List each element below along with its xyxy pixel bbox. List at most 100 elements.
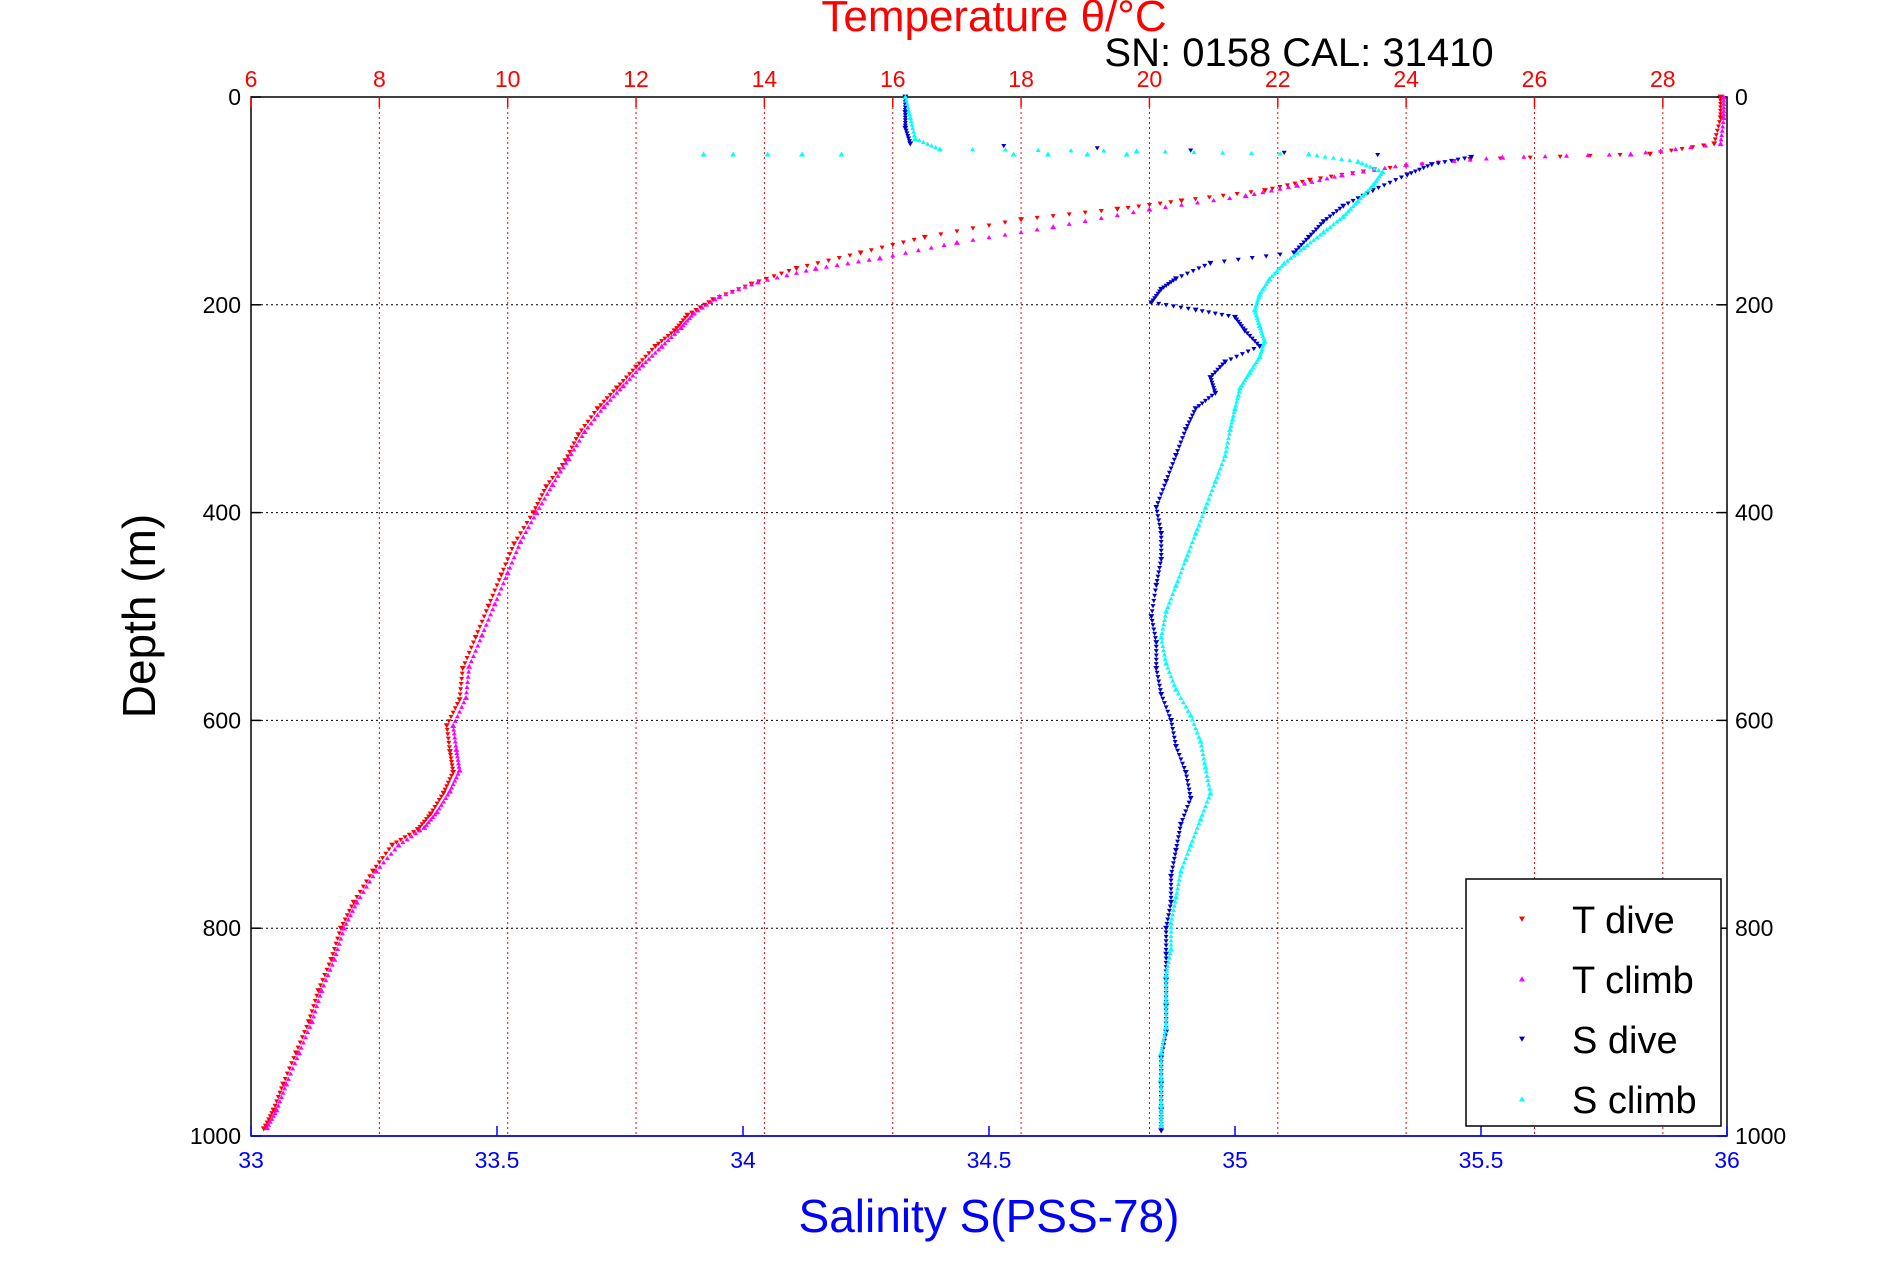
- data-point-interp: [515, 544, 521, 549]
- data-point-interp: [1178, 440, 1184, 445]
- data-point-interp: [1165, 604, 1171, 609]
- data-point-interp: [1171, 457, 1177, 463]
- data-point-interp: [452, 739, 458, 744]
- data-point-interp: [1271, 271, 1277, 276]
- data-point-interp: [607, 397, 613, 402]
- salinity-tick-label: 35.5: [1459, 1147, 1504, 1173]
- data-point-interp: [384, 855, 390, 861]
- data-point: [1355, 198, 1361, 204]
- data-point-interp: [1206, 496, 1212, 501]
- data-point-interp: [285, 1076, 291, 1081]
- data-point-interp: [1168, 200, 1174, 205]
- data-point-interp: [659, 339, 665, 344]
- data-point-interp: [903, 128, 909, 134]
- data-point-interp: [765, 277, 771, 282]
- data-point-interp: [1365, 188, 1371, 193]
- data-point: [421, 824, 428, 830]
- data-point-interp: [1149, 618, 1155, 624]
- data-point: [472, 634, 479, 640]
- data-point-interp: [815, 261, 821, 266]
- data-point: [1711, 141, 1718, 147]
- data-point-interp: [1212, 311, 1218, 316]
- data-point-interp: [466, 669, 472, 674]
- temperature-tick-label: 22: [1265, 66, 1291, 92]
- data-point-interp: [1174, 890, 1180, 895]
- data-point-interp: [1435, 161, 1441, 166]
- data-point: [1717, 115, 1724, 121]
- data-point-interp: [1149, 609, 1155, 614]
- data-point-interp: [1248, 150, 1254, 156]
- data-point-interp: [905, 133, 911, 139]
- data-point-interp: [289, 1061, 295, 1066]
- data-point-interp: [544, 491, 550, 496]
- data-point-interp: [1221, 259, 1227, 264]
- data-point: [511, 541, 518, 547]
- data-point-interp: [680, 318, 686, 323]
- data-point-interp: [1167, 951, 1173, 956]
- data-point-interp: [803, 268, 809, 273]
- data-point-interp: [1260, 189, 1266, 195]
- data-point-interp: [1455, 157, 1461, 162]
- data-point-interp: [1345, 209, 1351, 214]
- data-point-interp: [598, 408, 604, 413]
- data-point-interp: [1201, 756, 1207, 761]
- data-point-interp: [1303, 237, 1309, 243]
- data-point-interp: [1277, 186, 1283, 191]
- data-point-interp: [1163, 1020, 1169, 1025]
- data-point: [504, 570, 511, 576]
- data-point-interp: [1172, 852, 1178, 857]
- data-point-interp: [339, 931, 345, 936]
- data-point-interp: [1703, 143, 1709, 148]
- data-point-interp: [668, 334, 674, 340]
- data-point: [936, 146, 943, 152]
- data-point-interp: [1258, 328, 1264, 333]
- data-point-interp: [278, 1094, 284, 1100]
- data-point-interp: [1161, 483, 1167, 489]
- data-point-interp: [1199, 309, 1205, 314]
- series-t-climb: [264, 94, 1727, 1131]
- data-point-interp: [689, 313, 695, 318]
- data-point: [498, 572, 505, 578]
- data-point-interp: [1253, 312, 1259, 318]
- data-point: [1404, 172, 1411, 178]
- data-point-interp: [335, 936, 341, 941]
- data-point-interp: [1163, 943, 1169, 948]
- data-point-interp: [1163, 303, 1169, 308]
- data-point-interp: [902, 118, 908, 123]
- data-point-interp: [307, 1024, 313, 1029]
- depth-tick-label-right: 1000: [1735, 1123, 1786, 1149]
- data-point-interp: [392, 847, 398, 852]
- data-point-interp: [481, 627, 487, 633]
- data-point-interp: [475, 643, 481, 648]
- data-point-interp: [1294, 250, 1300, 255]
- data-point: [1168, 920, 1175, 926]
- data-point-interp: [1304, 242, 1310, 248]
- data-point-interp: [454, 750, 460, 755]
- data-point-interp: [367, 874, 373, 879]
- data-point-interp: [588, 415, 594, 420]
- data-point-interp: [456, 764, 462, 769]
- data-point-interp: [338, 936, 344, 941]
- data-point-interp: [627, 376, 633, 381]
- data-point-interp: [1387, 180, 1393, 185]
- data-point-interp: [1189, 717, 1195, 722]
- data-point-interp: [326, 962, 332, 967]
- data-point-interp: [1690, 145, 1696, 150]
- data-point: [1187, 712, 1194, 718]
- data-point-interp: [452, 735, 458, 740]
- data-point: [1158, 1122, 1165, 1129]
- data-point-interp: [287, 1066, 293, 1071]
- data-point-interp: [280, 1090, 286, 1095]
- data-point-interp: [1177, 873, 1183, 878]
- data-point-interp: [1165, 917, 1171, 922]
- data-point-interp: [317, 993, 323, 998]
- data-point-interp: [449, 773, 455, 779]
- data-point-interp: [1163, 994, 1169, 999]
- data-point-interp: [1408, 171, 1414, 176]
- data-point: [414, 827, 421, 833]
- data-point: [812, 265, 819, 271]
- data-point-interp: [793, 270, 799, 275]
- data-point-interp: [505, 557, 511, 562]
- data-point-interp: [1162, 613, 1168, 618]
- data-point-interp: [553, 471, 559, 476]
